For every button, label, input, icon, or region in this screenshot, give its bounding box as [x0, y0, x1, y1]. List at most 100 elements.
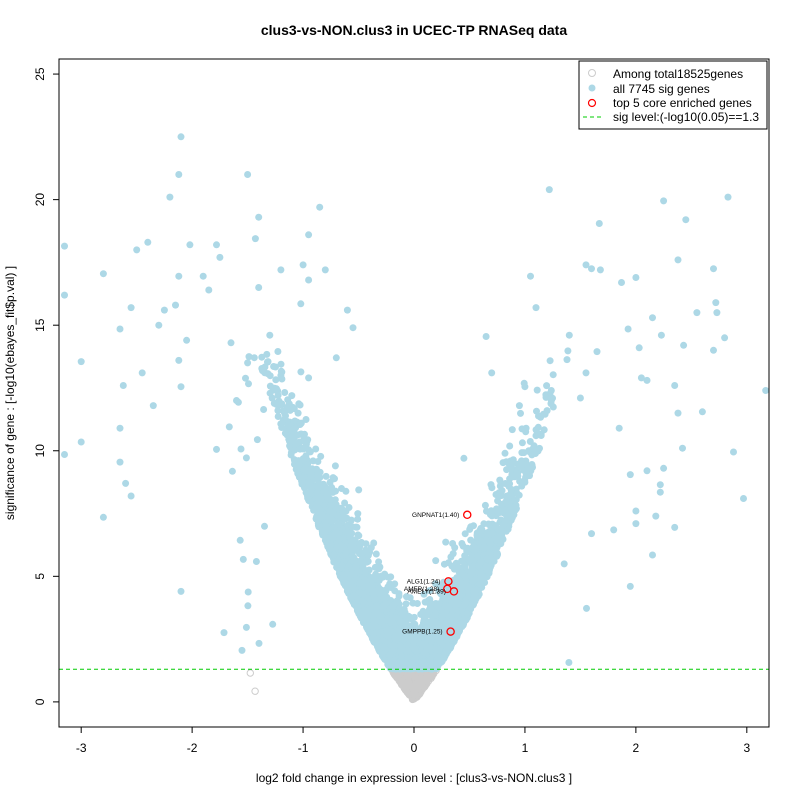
sig-point: [362, 569, 369, 577]
nonsig-point: [413, 693, 421, 701]
sig-point: [301, 437, 309, 445]
sig-point: [515, 461, 523, 469]
sig-point: [331, 462, 339, 470]
sig-point: [367, 582, 375, 589]
sig-point: [461, 530, 469, 538]
sig-point: [399, 609, 406, 617]
sig-point: [540, 426, 548, 434]
points-layer: [61, 133, 770, 704]
sig-point: [289, 437, 297, 445]
sig-point: [448, 562, 456, 570]
sig-point: [315, 480, 323, 488]
sig-point: [280, 409, 288, 417]
sig-point: [274, 413, 282, 420]
sig-point: [245, 353, 253, 361]
sig-point: [542, 393, 550, 401]
sig-point: [529, 463, 536, 471]
sig-point: [549, 403, 557, 411]
sig-point: [460, 616, 468, 624]
sig-point: [341, 515, 349, 523]
sig-point: [518, 449, 526, 457]
sig-point: [313, 489, 321, 497]
sig-point: [327, 501, 335, 509]
sig-point: [517, 409, 524, 417]
sig-point: [220, 629, 228, 637]
sig-point: [355, 486, 363, 494]
sig-point: [391, 580, 399, 588]
sig-point: [583, 604, 590, 612]
nonsig-point: [409, 693, 418, 701]
sig-point: [518, 439, 526, 447]
sig-point: [390, 601, 398, 609]
sig-point: [347, 516, 355, 524]
sig-point: [352, 562, 360, 570]
sig-point: [261, 522, 268, 530]
sig-point: [252, 558, 260, 565]
sig-point: [430, 661, 438, 669]
sig-point: [565, 659, 573, 666]
sig-point: [449, 540, 457, 547]
sig-point: [496, 490, 504, 498]
sig-point: [296, 420, 304, 428]
sig-point: [337, 542, 345, 550]
sig-point: [466, 557, 473, 565]
sig-point: [546, 357, 554, 365]
sig-point: [476, 580, 484, 588]
sig-point: [467, 536, 475, 544]
sig-point: [370, 539, 378, 547]
sig-point: [470, 542, 478, 550]
sig-point: [274, 407, 282, 414]
sig-point: [560, 560, 568, 568]
sig-point: [250, 354, 258, 362]
sig-point: [347, 543, 355, 551]
sig-point: [329, 517, 337, 525]
sig-point: [354, 510, 362, 518]
sig-point: [440, 560, 448, 568]
sig-point: [371, 575, 379, 583]
sig-point: [438, 612, 446, 620]
nonsig-point: [413, 676, 421, 684]
sig-point: [384, 573, 392, 581]
sig-point: [296, 430, 304, 438]
nonsig-point: [417, 672, 425, 680]
sig-point: [375, 558, 383, 566]
sig-point: [442, 538, 450, 546]
sig-point: [463, 547, 471, 555]
sig-point: [413, 600, 421, 607]
sig-point: [274, 391, 282, 399]
sig-point: [225, 423, 233, 431]
sig-point: [526, 438, 534, 445]
sig-point: [406, 594, 414, 602]
sig-point: [441, 602, 449, 610]
sig-point: [522, 424, 530, 432]
sig-point: [264, 358, 271, 366]
sig-point: [390, 641, 398, 649]
nonsig-point: [408, 688, 417, 696]
sig-point: [236, 536, 244, 544]
sig-point: [242, 623, 250, 631]
sig-point: [549, 371, 557, 379]
sig-point: [357, 557, 365, 565]
sig-point: [316, 468, 324, 476]
sig-point: [312, 445, 320, 453]
sig-point: [466, 605, 474, 612]
sig-point: [543, 382, 551, 390]
sig-point: [500, 506, 508, 514]
sig-point: [347, 529, 355, 537]
sig-point: [420, 590, 428, 598]
sig-point: [372, 550, 380, 558]
sig-point: [322, 472, 330, 480]
sig-point: [299, 445, 307, 453]
sig-point: [317, 452, 325, 460]
sig-point: [286, 442, 294, 450]
nonsig-point: [251, 687, 259, 695]
sig-point: [375, 584, 383, 592]
sig-point: [391, 636, 399, 644]
sig-point: [272, 376, 280, 384]
sig-point: [253, 436, 261, 444]
sig-point: [495, 536, 503, 544]
sig-point: [237, 445, 245, 453]
sig-point: [258, 353, 266, 361]
sig-point: [381, 594, 389, 602]
